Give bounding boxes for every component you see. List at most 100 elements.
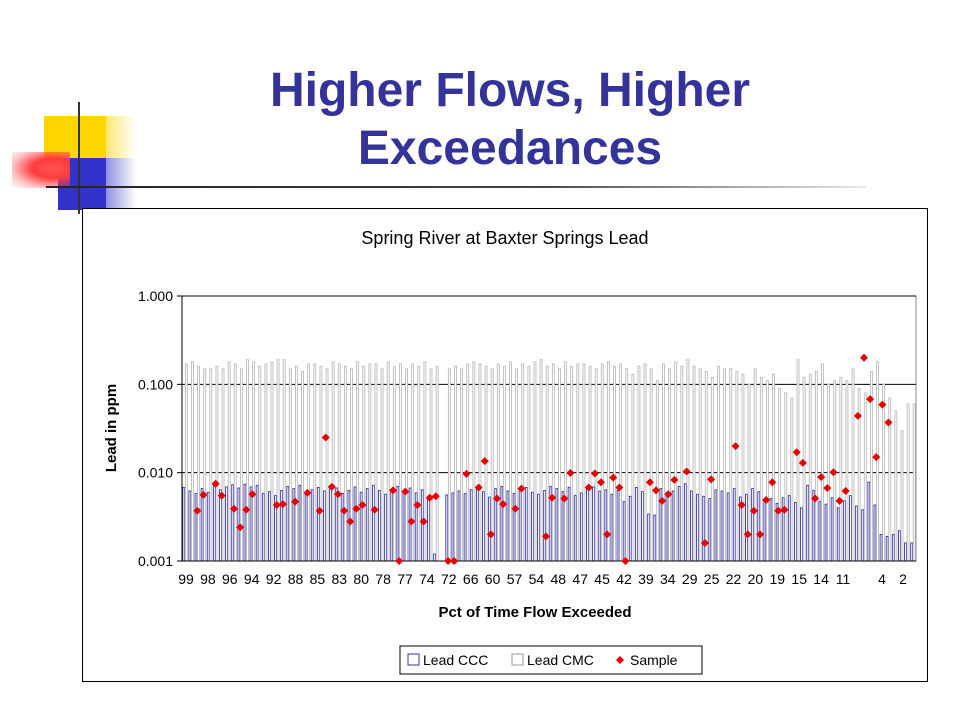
- bar-lead-cmc: [288, 368, 292, 562]
- y-tick-label: 0.001: [138, 553, 173, 569]
- bar-lead-ccc: [573, 495, 577, 562]
- bar-lead-cmc: [662, 363, 665, 562]
- bar-lead-cmc: [227, 361, 231, 562]
- bar-lead-ccc: [451, 492, 455, 562]
- bar-lead-ccc: [531, 491, 534, 562]
- sample-point: [774, 506, 783, 515]
- x-tick-label: 20: [748, 571, 764, 587]
- bar-lead-cmc: [863, 392, 867, 562]
- sample-point: [817, 473, 826, 482]
- sample-point: [700, 538, 709, 547]
- bar-lead-cmc: [698, 368, 702, 562]
- bar-lead-ccc: [726, 492, 730, 562]
- x-tick-label: 4: [878, 571, 886, 587]
- bar-lead-ccc: [622, 501, 626, 562]
- sample-point: [731, 442, 740, 451]
- bar-lead-ccc: [555, 488, 559, 562]
- bar-lead-cmc: [319, 365, 323, 562]
- x-axis-label: Pct of Time Flow Exceeded: [438, 604, 631, 621]
- bar-lead-cmc: [270, 361, 274, 562]
- sample-point: [229, 504, 238, 513]
- bar-lead-ccc: [616, 489, 620, 562]
- sample-point: [878, 400, 887, 409]
- bar-lead-ccc: [592, 486, 596, 562]
- bar-lead-ccc: [579, 492, 583, 562]
- sample-point: [658, 496, 667, 505]
- x-tick-label: 47: [572, 571, 588, 587]
- bar-lead-ccc: [794, 502, 797, 562]
- bar-lead-cmc: [356, 361, 360, 562]
- bar-lead-ccc: [182, 487, 186, 562]
- x-tick-label: 83: [332, 571, 348, 587]
- bar-lead-ccc: [433, 553, 436, 562]
- bar-lead-ccc: [212, 485, 216, 562]
- bar-lead-cmc: [564, 361, 567, 562]
- bar-lead-cmc: [625, 368, 629, 562]
- bar-lead-cmc: [906, 403, 910, 562]
- sample-point: [756, 530, 765, 539]
- bar-lead-ccc: [628, 495, 632, 562]
- bar-lead-ccc: [867, 481, 871, 562]
- x-tick-label: 77: [397, 571, 413, 587]
- bar-lead-cmc: [680, 365, 684, 562]
- bar-lead-cmc: [282, 359, 286, 562]
- sample-point: [340, 506, 349, 515]
- bar-lead-ccc: [732, 488, 736, 562]
- bar-lead-ccc: [910, 542, 914, 562]
- sample-point: [645, 478, 654, 487]
- y-tick-label: 0.100: [138, 376, 173, 392]
- sample-point: [499, 500, 508, 509]
- bar-lead-cmc: [686, 359, 690, 562]
- bar-lead-cmc: [765, 380, 769, 562]
- bar-lead-cmc: [252, 361, 256, 562]
- bar-lead-cmc: [417, 365, 421, 562]
- bar-lead-cmc: [729, 368, 733, 562]
- bar-lead-ccc: [849, 495, 852, 562]
- sample-point: [823, 484, 832, 493]
- bar-lead-cmc: [209, 368, 213, 562]
- bar-lead-cmc: [521, 363, 525, 562]
- sample-point: [272, 501, 281, 510]
- legend-box: [399, 645, 703, 675]
- x-tick-label: 88: [288, 571, 304, 587]
- bar-lead-cmc: [264, 363, 268, 562]
- bar-lead-ccc: [482, 491, 485, 562]
- sample-point: [511, 504, 520, 513]
- legend-marker-lead-ccc: [407, 653, 420, 666]
- bar-lead-ccc: [347, 489, 351, 562]
- decor-yellow-fade: [106, 116, 136, 158]
- sample-point: [193, 506, 202, 515]
- sample-point: [866, 395, 875, 404]
- sample-point: [853, 411, 862, 420]
- bar-lead-cmc: [674, 361, 678, 562]
- bar-lead-cmc: [894, 410, 898, 562]
- bar-lead-ccc: [402, 490, 406, 562]
- sample-point: [389, 486, 398, 495]
- x-tick-label: 99: [178, 571, 194, 587]
- bar-lead-cmc: [411, 363, 415, 562]
- bar-lead-cmc: [295, 365, 298, 562]
- x-tick-label: 54: [529, 571, 545, 587]
- bar-lead-cmc: [380, 368, 384, 562]
- bar-lead-cmc: [692, 365, 696, 562]
- x-tick-label: 14: [813, 571, 829, 587]
- sample-point: [792, 448, 801, 457]
- bar-lead-cmc: [912, 403, 916, 562]
- bar-lead-cmc: [808, 373, 812, 562]
- bar-lead-ccc: [329, 485, 333, 562]
- bar-lead-ccc: [683, 483, 687, 562]
- bar-lead-cmc: [454, 365, 457, 562]
- x-tick-label: 2: [899, 571, 907, 587]
- bar-lead-ccc: [194, 493, 198, 562]
- bar-lead-ccc: [800, 507, 803, 562]
- sample-point: [333, 490, 342, 499]
- sample-point: [407, 517, 416, 526]
- bar-lead-cmc: [588, 365, 592, 562]
- bar-lead-cmc: [570, 365, 574, 562]
- sample-point: [395, 557, 404, 565]
- bar-lead-cmc: [723, 368, 727, 562]
- bar-lead-cmc: [778, 387, 782, 562]
- sample-point: [346, 517, 355, 526]
- bar-lead-cmc: [717, 365, 720, 562]
- decor-vertical-line: [78, 102, 80, 214]
